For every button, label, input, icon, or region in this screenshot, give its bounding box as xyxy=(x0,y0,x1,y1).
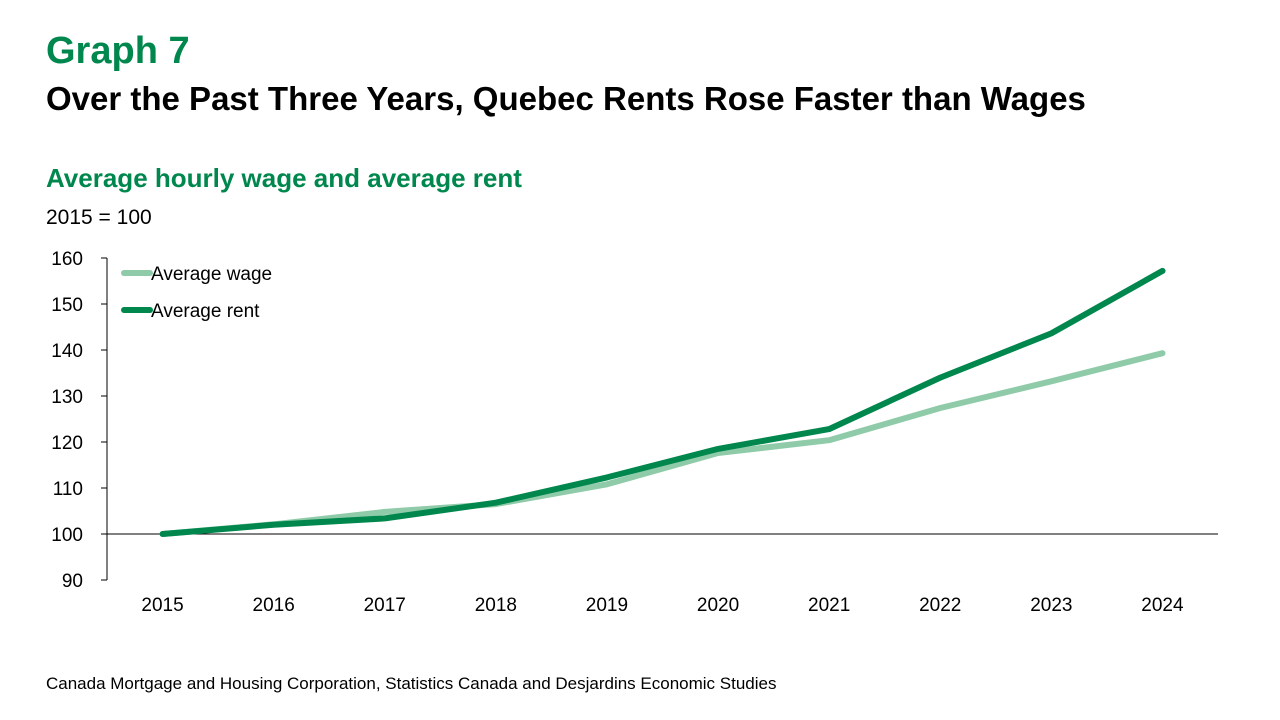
y-tick-label: 130 xyxy=(51,387,83,408)
y-tick-label: 160 xyxy=(51,249,83,270)
legend-label: Average rent xyxy=(151,301,260,322)
y-tick-label: 150 xyxy=(51,295,83,316)
series-line-average-rent xyxy=(159,267,1166,537)
y-tick-label: 110 xyxy=(53,479,83,500)
y-tick-label: 100 xyxy=(51,525,83,546)
x-tick-label: 2018 xyxy=(475,595,517,616)
x-axis: 2015 2016 2017 2018 2019 2020 2021 2022 2023 2024 xyxy=(107,533,1218,616)
page-title: Over the Past Three Years, Quebec Rents … xyxy=(46,80,1086,117)
y-tick-label: 120 xyxy=(51,433,83,454)
series-group xyxy=(159,267,1166,537)
y-tick-label: 90 xyxy=(62,571,83,592)
x-tick-label: 2023 xyxy=(1030,595,1072,616)
x-tick-label: 2021 xyxy=(808,595,850,616)
unit-label: 2015 = 100 xyxy=(46,206,152,229)
chart-subtitle: Average hourly wage and average rent xyxy=(46,163,522,193)
x-tick-label: 2016 xyxy=(253,595,295,616)
y-tick-label: 140 xyxy=(51,341,83,362)
graph-number: Graph 7 xyxy=(46,30,190,72)
legend: Average wage Average rent xyxy=(121,264,272,322)
legend-label: Average wage xyxy=(151,264,272,285)
source-note: Canada Mortgage and Housing Corporation,… xyxy=(46,674,777,693)
x-tick-label: 2024 xyxy=(1141,595,1184,616)
y-axis: 90 100 110 120 130 140 150 160 xyxy=(51,249,108,592)
series-line-average-wage xyxy=(159,350,1166,537)
x-tick-label: 2020 xyxy=(697,595,739,616)
x-tick-label: 2019 xyxy=(586,595,628,616)
x-tick-label: 2017 xyxy=(364,595,406,616)
x-tick-label: 2022 xyxy=(919,595,961,616)
x-tick-label: 2015 xyxy=(141,595,183,616)
